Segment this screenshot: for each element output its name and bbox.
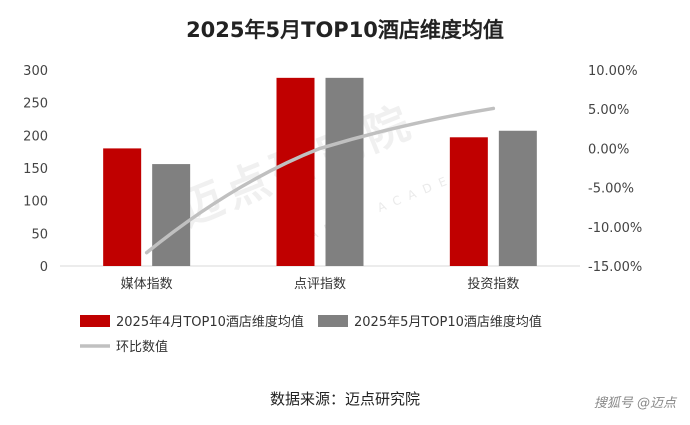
legend-label-apr: 2025年4月TOP10酒店维度均值 [116,314,304,330]
chart-canvas: 0 50 100 150 200 250 300 -15.00% -10.00% -5.00% 0… [23,64,642,355]
y-tick-label-right: 10.00% [588,64,638,79]
line-series-path [144,106,496,255]
line-series [144,106,496,255]
y-axis-left: 0 50 100 150 200 250 300 [23,64,48,275]
bar-may-1 [325,77,364,266]
y-tick-label-right: -15.00% [588,260,642,275]
legend-label-mom: 环比数值 [116,339,168,355]
y-tick-label-left: 150 [23,162,48,177]
legend-label-may: 2025年5月TOP10酒店维度均值 [354,314,542,330]
data-source: 数据来源：迈点研究院 [269,390,420,408]
y-tick-label-right: -10.00% [588,221,642,236]
x-axis-categories: 媒体指数 点评指数 投资指数 [121,276,520,292]
y-tick-label-left: 50 [31,227,48,242]
chart-title: 2025年5月TOP10酒店维度均值 [186,18,504,42]
y-tick-label-left: 0 [40,260,48,275]
y-tick-label-right: 5.00% [588,103,629,118]
y-tick-label-left: 250 [23,97,48,112]
brand-credit: 搜狐号 @迈点 [593,396,676,411]
legend-swatch-apr [80,315,110,327]
y-axis-right: -15.00% -10.00% -5.00% 0.00% 5.00% 10.00% [588,64,642,275]
legend-swatch-may [318,315,348,327]
category-label: 点评指数 [294,277,346,292]
y-tick-label-right: -5.00% [588,182,634,197]
y-tick-label-right: 0.00% [588,142,629,157]
bar-apr-2 [449,137,488,266]
bar-may-0 [152,164,191,266]
y-tick-label-left: 300 [23,64,48,79]
category-label: 媒体指数 [121,277,173,292]
bar-apr-0 [103,148,142,266]
bar-apr-1 [276,77,315,266]
y-tick-label-left: 200 [23,129,48,144]
bar-series [103,77,537,266]
category-label: 投资指数 [467,276,519,292]
bar-may-2 [498,130,537,266]
y-tick-label-left: 100 [23,195,48,210]
